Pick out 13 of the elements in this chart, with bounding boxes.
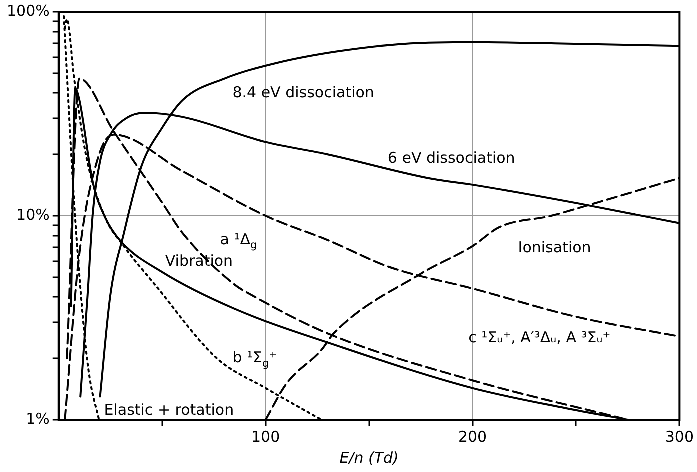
y-tick-label: 10%: [16, 206, 50, 224]
series-label: 6 eV dissociation: [388, 148, 516, 167]
x-axis-title: E/n (Td): [340, 448, 399, 467]
series-label: Vibration: [165, 252, 234, 270]
x-tick-label: 200: [458, 428, 488, 446]
series-label: c ¹Σᵤ⁺, A′³Δᵤ, A ³Σᵤ⁺: [468, 328, 611, 346]
y-tick-label: 100%: [6, 2, 50, 20]
x-tick-label: 300: [665, 428, 694, 446]
series-label: 8.4 eV dissociation: [232, 83, 374, 102]
series-label: Elastic + rotation: [104, 400, 234, 419]
y-tick-label: 1%: [26, 410, 50, 428]
x-tick-label: 100: [251, 428, 280, 446]
series-label: Ionisation: [518, 238, 592, 257]
